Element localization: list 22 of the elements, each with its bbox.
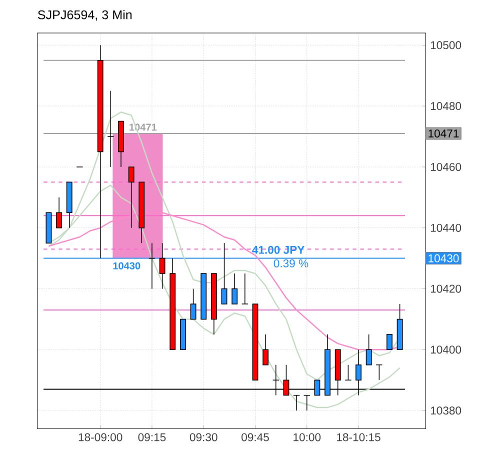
candlestick [107, 90, 114, 168]
chart-title: SJPJ6594, 3 Min [38, 10, 132, 21]
y-tick-label: 10380 [430, 406, 462, 414]
ref-line-label: 10430 [113, 262, 140, 270]
x-tick-label: 10:00 [294, 433, 321, 442]
y-tick-label: 10480 [430, 102, 462, 110]
y-tick-label: 10500 [430, 41, 462, 50]
y-tick-label: 10460 [430, 162, 462, 171]
x-tick-label: 09:30 [190, 433, 218, 442]
candlestick [97, 44, 104, 259]
x-tick-label: 09:15 [138, 433, 166, 442]
y-tick-label: 10440 [430, 224, 462, 232]
y-tick-label: 10420 [430, 284, 462, 293]
x-tick-label: 18-10:15 [337, 433, 380, 442]
annotation: 0.39 % [274, 259, 308, 268]
annotation: 41.00 JPY [252, 246, 305, 254]
x-tick-label: 09:45 [242, 433, 269, 442]
candlestick [159, 242, 166, 290]
y-tick-label: 10400 [430, 346, 462, 354]
x-tick-label: 18-09:00 [78, 433, 122, 442]
text: 10471 [428, 129, 459, 138]
text: 10430 [428, 254, 459, 262]
